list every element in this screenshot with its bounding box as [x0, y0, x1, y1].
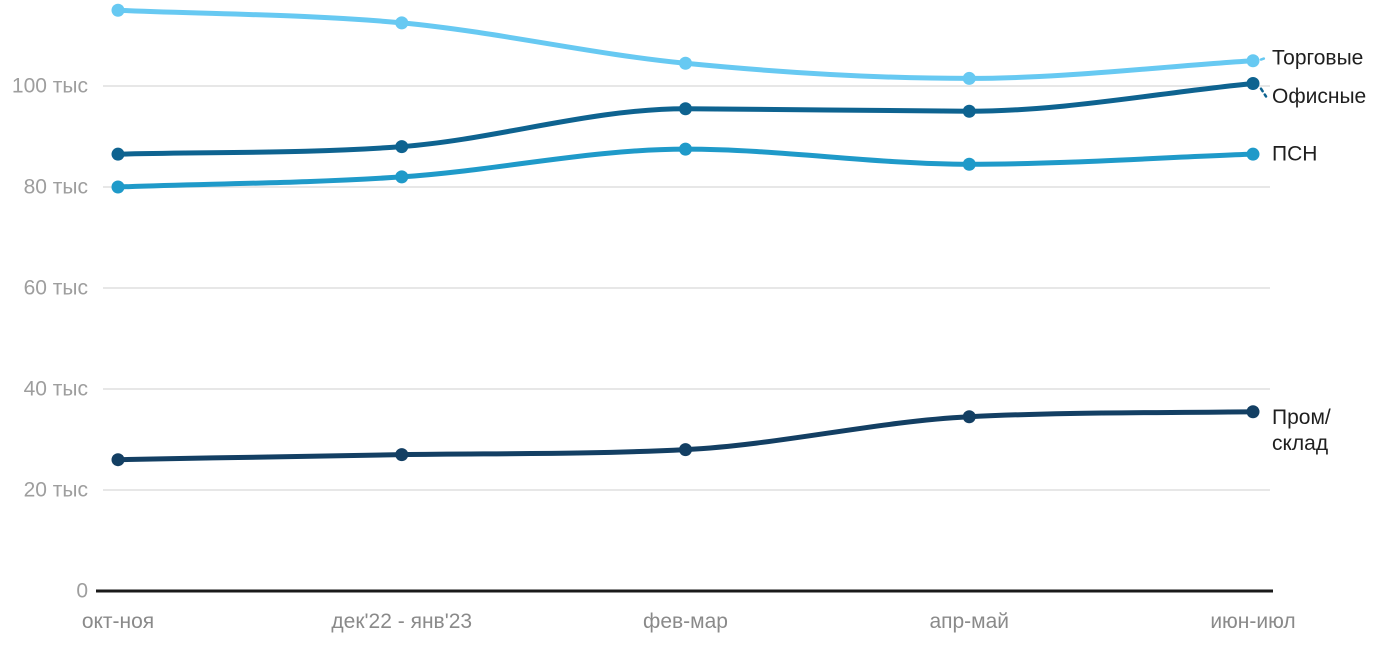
series-point-office[interactable]	[395, 140, 409, 154]
x-axis-tick-label: фев-мар	[643, 610, 728, 633]
series-label-industrial: Пром/	[1272, 406, 1331, 429]
series-point-office[interactable]	[962, 104, 976, 118]
series-point-office[interactable]	[1246, 76, 1260, 90]
series-label-industrial: склад	[1272, 432, 1328, 455]
series-point-psn[interactable]	[395, 170, 409, 184]
series-leader-trade	[1259, 56, 1268, 61]
x-axis-tick-label: дек'22 - янв'23	[331, 610, 472, 633]
series-label-office: Офисные	[1272, 85, 1366, 108]
y-axis-tick-label: 100 тыс	[12, 75, 88, 98]
x-axis-tick-label: окт-ноя	[82, 610, 154, 633]
series-point-trade[interactable]	[395, 16, 409, 30]
y-axis-tick-label: 40 тыс	[24, 378, 88, 401]
series-point-industrial[interactable]	[111, 453, 125, 467]
series-point-psn[interactable]	[679, 142, 692, 156]
series-point-trade[interactable]	[111, 3, 125, 17]
series-point-trade[interactable]	[1246, 54, 1260, 68]
x-axis-tick-label: июн-июл	[1210, 610, 1295, 633]
series-label-trade: Торговые	[1272, 46, 1363, 69]
series-point-psn[interactable]	[962, 157, 976, 171]
series-point-office[interactable]	[111, 147, 125, 161]
series-point-trade[interactable]	[679, 56, 692, 70]
y-axis-tick-label: 0	[76, 580, 88, 603]
y-axis-tick-label: 60 тыс	[24, 277, 88, 300]
x-axis-tick-label: апр-май	[929, 610, 1009, 633]
series-point-psn[interactable]	[1246, 147, 1260, 161]
series-leader-office	[1259, 87, 1268, 98]
series-point-psn[interactable]	[111, 180, 125, 194]
y-axis-tick-label: 20 тыс	[24, 479, 88, 502]
series-label-psn: ПСН	[1272, 143, 1317, 166]
series-point-office[interactable]	[679, 102, 692, 116]
series-point-trade[interactable]	[962, 71, 976, 85]
y-axis-tick-label: 80 тыс	[24, 176, 88, 199]
series-point-industrial[interactable]	[1246, 405, 1260, 419]
series-point-industrial[interactable]	[679, 443, 692, 457]
series-point-industrial[interactable]	[962, 410, 976, 424]
series-point-industrial[interactable]	[395, 448, 409, 462]
